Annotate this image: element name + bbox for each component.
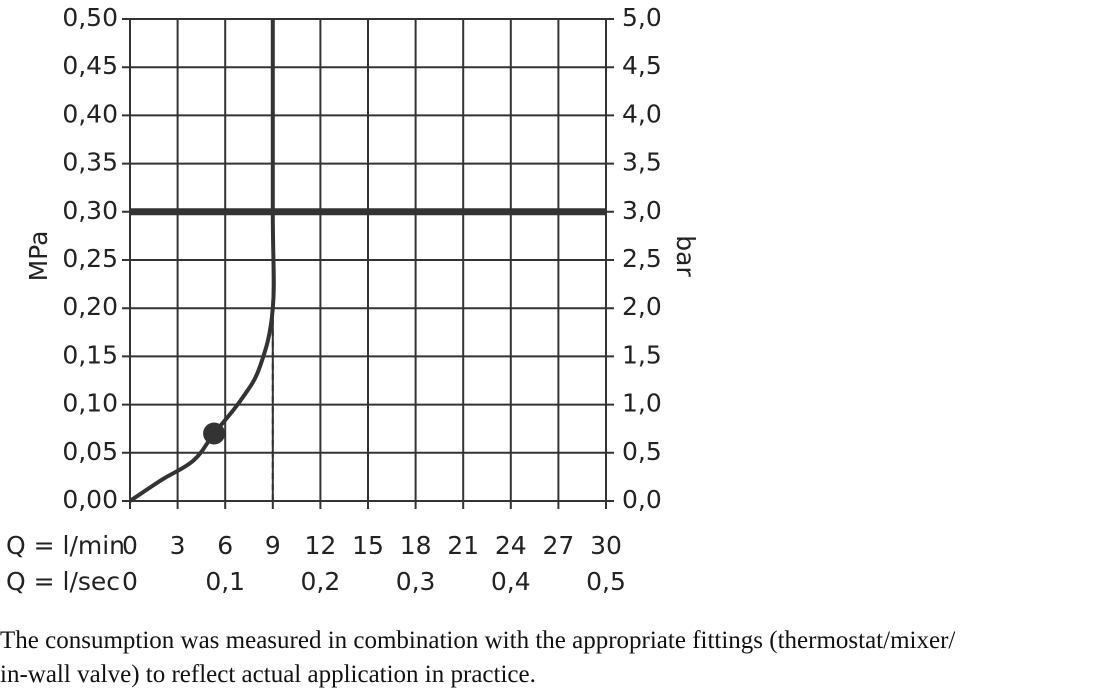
- y-axis-right-ticks: 0,0 0,5 1,0 1,5 2,0 2,5 3,0 3,5 4,0 4,5 5,0: [622, 3, 662, 514]
- y-tick-label-right: 3,5: [622, 148, 662, 177]
- y-tick-label-right: 3,0: [622, 196, 662, 225]
- x-tick-label-lmin: 27: [542, 531, 574, 560]
- y-tick-label-left: 0,35: [62, 148, 118, 177]
- footnote-line-1: The consumption was measured in combinat…: [0, 627, 956, 654]
- x-tick-label-lmin: 21: [447, 531, 479, 560]
- y-tick-label-right: 0,5: [622, 437, 662, 466]
- x-tick-label-lmin: 30: [590, 531, 622, 560]
- x-tick-label-lsec: 0,3: [396, 567, 436, 596]
- y-tick-label-left: 0,20: [62, 292, 118, 321]
- y-tick-label-right: 1,5: [622, 340, 662, 369]
- x-tick-label-lmin: 12: [304, 531, 336, 560]
- x-tick-label-lmin: 3: [170, 531, 186, 560]
- y-tick-label-left: 0,10: [62, 389, 118, 418]
- y-tick-label-right: 2,5: [622, 244, 662, 273]
- y-tick-label-right: 5,0: [622, 3, 662, 32]
- y-tick-label-right: 4,0: [622, 99, 662, 128]
- x-tick-label-lmin: 15: [352, 531, 384, 560]
- x-axis-lsec-ticks: 0 0,1 0,2 0,3 0,4 0,5: [122, 567, 626, 596]
- x-tick-label-lmin: 6: [217, 531, 233, 560]
- footnote-line-2: in-wall valve) to reflect actual applica…: [0, 661, 536, 688]
- y-axis-right-title: bar: [671, 235, 700, 277]
- y-tick-label-right: 4,5: [622, 51, 662, 80]
- y-tick-label-left: 0,25: [62, 244, 118, 273]
- x-axis-lmin-title: Q = l/min: [6, 531, 125, 560]
- x-tick-label-lsec: 0: [122, 567, 138, 596]
- chart-grid: [122, 18, 614, 509]
- y-tick-label-left: 0,05: [62, 437, 118, 466]
- series-curve: [128, 19, 276, 503]
- y-tick-label-right: 2,0: [622, 292, 662, 321]
- y-tick-label-left: 0,45: [62, 51, 118, 80]
- y-axis-left-ticks: 0,00 0,05 0,10 0,15 0,20 0,25 0,30 0,35 0,40 0,45…: [62, 3, 118, 514]
- footnote: The consumption was measured in combinat…: [0, 624, 1120, 692]
- x-tick-label-lsec: 0,4: [491, 567, 531, 596]
- y-tick-label-left: 0,40: [62, 99, 118, 128]
- y-tick-label-left: 0,30: [62, 196, 118, 225]
- y-tick-label-left: 0,50: [62, 3, 118, 32]
- y-tick-label-left: 0,15: [62, 340, 118, 369]
- y-tick-label-right: 1,0: [622, 389, 662, 418]
- x-tick-label-lsec: 0,2: [301, 567, 341, 596]
- series-line: [128, 19, 276, 503]
- x-tick-label-lsec: 0,1: [205, 567, 245, 596]
- x-axis-lmin-ticks: 0 3 6 9 12 15 18 21 24 27 30: [122, 531, 622, 560]
- flow-pressure-chart: 0,000,050,100,150,200,250,300,350,400,45…: [6, 3, 700, 596]
- y-tick-label-right: 0,0: [622, 485, 662, 514]
- x-tick-label-lmin: 9: [265, 531, 281, 560]
- x-axis-lsec-title: Q = l/sec: [6, 567, 120, 596]
- y-tick-label-left: 0,00: [62, 485, 118, 514]
- y-axis-left-title: MPa: [24, 231, 53, 282]
- reference-lines: [130, 208, 606, 501]
- x-tick-label-lmin: 24: [495, 531, 527, 560]
- series-marker-point: [203, 422, 226, 445]
- x-tick-label-lsec: 0,5: [586, 567, 626, 596]
- x-tick-label-lmin: 18: [400, 531, 432, 560]
- x-tick-label-lmin: 0: [122, 531, 138, 560]
